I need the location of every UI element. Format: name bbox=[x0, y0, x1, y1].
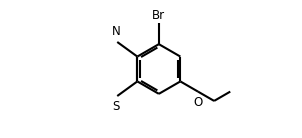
Text: Br: Br bbox=[152, 9, 165, 22]
Text: S: S bbox=[112, 100, 120, 113]
Text: O: O bbox=[193, 96, 203, 109]
Text: N: N bbox=[112, 25, 120, 38]
